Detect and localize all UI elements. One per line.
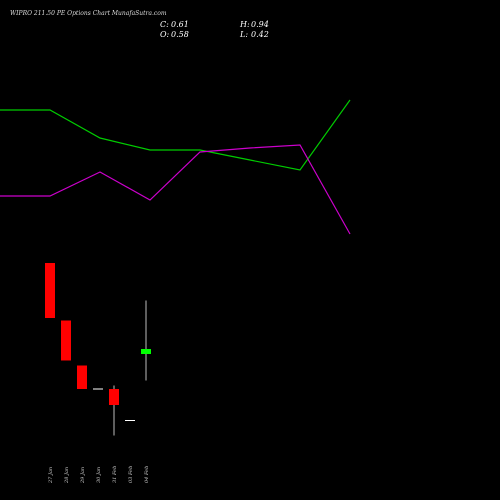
date-axis: 27 Jan 28 Jan 29 Jan 30 Jan 31 Feb 03 Feb 04 F… — [48, 466, 150, 484]
close-value: 0.61 — [171, 20, 189, 29]
indicator-line-2 — [0, 144, 351, 235]
low-label: L: — [239, 30, 248, 39]
low-value: 0.42 — [251, 30, 269, 39]
close-label: C: — [160, 20, 169, 29]
date-tick-label: 27 Jan — [48, 467, 54, 484]
chart-title: WIPRO 211.50 PE Options Chart MunafaSutr… — [10, 10, 167, 17]
candle-body — [77, 365, 87, 389]
date-tick-label: 31 Feb — [112, 466, 118, 483]
upper-indicator-panel — [0, 99, 351, 235]
high-value: 0.94 — [251, 20, 269, 29]
open-label: O: — [160, 30, 170, 39]
candle-body — [61, 320, 71, 361]
date-tick-label: 04 Feb — [144, 466, 150, 483]
date-tick-label: 03 Feb — [128, 466, 134, 483]
ohlc-readout: C: 0.61 H: 0.94 O: 0.58 L: 0.42 — [160, 20, 269, 39]
candle-body — [141, 349, 151, 354]
high-label: H: — [239, 20, 250, 29]
candlestick-panel — [45, 263, 151, 436]
indicator-line-1 — [0, 99, 351, 171]
open-value: 0.58 — [171, 30, 189, 39]
candle-body — [109, 389, 119, 405]
candle-body — [45, 263, 55, 318]
date-tick-label: 28 Jan — [64, 467, 70, 484]
date-tick-label: 30 Jan — [96, 467, 102, 483]
date-tick-label: 29 Jan — [80, 467, 86, 484]
